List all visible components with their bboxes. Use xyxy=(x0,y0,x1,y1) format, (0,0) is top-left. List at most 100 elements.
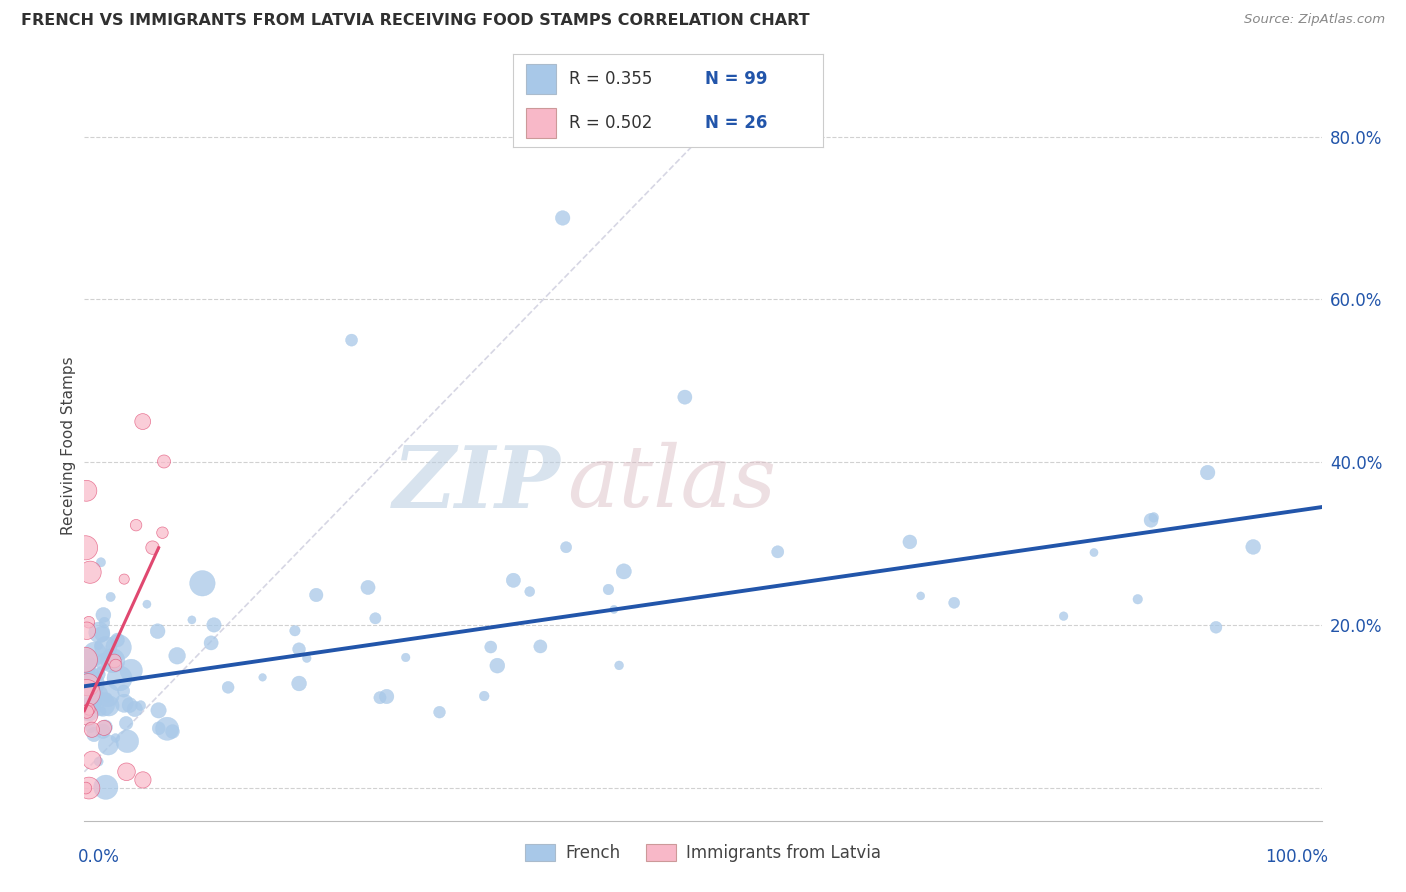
Point xyxy=(91,627,114,641)
Text: 100.0%: 100.0% xyxy=(1265,848,1327,866)
Point xyxy=(603,602,626,616)
Point xyxy=(73,653,96,667)
Point xyxy=(77,702,100,716)
Point xyxy=(1083,545,1105,559)
Point xyxy=(104,658,127,673)
Point xyxy=(486,658,509,673)
Point xyxy=(87,755,110,769)
Point xyxy=(96,690,118,705)
Point xyxy=(479,640,502,654)
Point xyxy=(148,721,170,735)
Point xyxy=(200,636,222,650)
Point xyxy=(79,566,101,580)
Text: Source: ZipAtlas.com: Source: ZipAtlas.com xyxy=(1244,13,1385,27)
Point xyxy=(89,625,111,640)
Point xyxy=(288,642,311,657)
Point xyxy=(77,702,100,716)
Point xyxy=(1143,510,1166,524)
Point xyxy=(340,333,363,347)
Point xyxy=(104,731,127,745)
Point xyxy=(943,596,966,610)
Point xyxy=(107,632,129,647)
Point xyxy=(82,676,104,690)
Point xyxy=(357,581,380,595)
Point xyxy=(118,698,141,712)
Point xyxy=(1197,466,1219,480)
Point xyxy=(101,654,124,668)
Point xyxy=(108,671,131,685)
Point xyxy=(80,657,103,671)
Point xyxy=(90,704,112,718)
Point xyxy=(1052,609,1074,624)
Point xyxy=(148,703,170,717)
Point xyxy=(76,703,98,717)
Point xyxy=(284,624,307,638)
Point xyxy=(364,611,387,625)
Point xyxy=(898,535,921,549)
Point xyxy=(112,572,135,586)
FancyBboxPatch shape xyxy=(526,64,557,94)
Point xyxy=(87,667,110,681)
Point xyxy=(77,615,100,630)
Point xyxy=(1205,620,1227,634)
Point xyxy=(153,454,176,468)
Text: FRENCH VS IMMIGRANTS FROM LATVIA RECEIVING FOOD STAMPS CORRELATION CHART: FRENCH VS IMMIGRANTS FROM LATVIA RECEIVI… xyxy=(21,13,810,29)
Text: R = 0.502: R = 0.502 xyxy=(569,114,652,132)
Legend: French, Immigrants from Latvia: French, Immigrants from Latvia xyxy=(519,837,887,869)
Point xyxy=(80,753,103,767)
Text: N = 26: N = 26 xyxy=(704,114,768,132)
Point xyxy=(115,764,138,779)
Point xyxy=(87,687,110,701)
Point xyxy=(94,780,117,795)
Point xyxy=(112,696,135,710)
Point xyxy=(368,690,391,705)
Point xyxy=(83,667,105,681)
Point xyxy=(613,565,636,579)
Text: 0.0%: 0.0% xyxy=(79,848,120,866)
Point xyxy=(555,540,578,554)
Point xyxy=(97,698,120,713)
Point xyxy=(83,647,105,661)
Point xyxy=(96,688,118,702)
Point xyxy=(107,640,129,655)
Point xyxy=(91,724,114,739)
Point xyxy=(202,618,225,632)
Point xyxy=(90,555,112,569)
Point xyxy=(136,597,159,611)
Point xyxy=(252,670,274,684)
Point xyxy=(395,650,418,665)
Point xyxy=(97,738,120,752)
Point xyxy=(132,772,155,787)
Point xyxy=(673,390,696,404)
Point xyxy=(519,584,541,599)
Point xyxy=(1241,540,1264,554)
Point xyxy=(76,686,98,700)
Point xyxy=(90,664,112,678)
Point xyxy=(79,720,101,734)
Point xyxy=(115,716,138,731)
Point xyxy=(76,654,98,668)
Point xyxy=(112,684,135,698)
Point xyxy=(551,211,574,225)
Point xyxy=(91,698,114,712)
Point xyxy=(77,780,100,795)
Point xyxy=(217,681,239,695)
Point xyxy=(75,780,97,795)
Point xyxy=(76,708,98,723)
Point xyxy=(607,658,630,673)
Point xyxy=(132,415,155,429)
Point xyxy=(141,541,163,555)
Point xyxy=(77,678,100,692)
Point xyxy=(80,723,103,737)
Point xyxy=(529,640,551,654)
Point xyxy=(93,607,115,622)
Point xyxy=(84,685,107,699)
Point xyxy=(766,545,789,559)
Point xyxy=(94,720,117,734)
Point xyxy=(75,666,97,681)
Point xyxy=(103,654,125,668)
Point xyxy=(1140,513,1163,527)
Point xyxy=(146,624,169,639)
Text: N = 99: N = 99 xyxy=(704,70,768,87)
Point xyxy=(288,676,311,690)
